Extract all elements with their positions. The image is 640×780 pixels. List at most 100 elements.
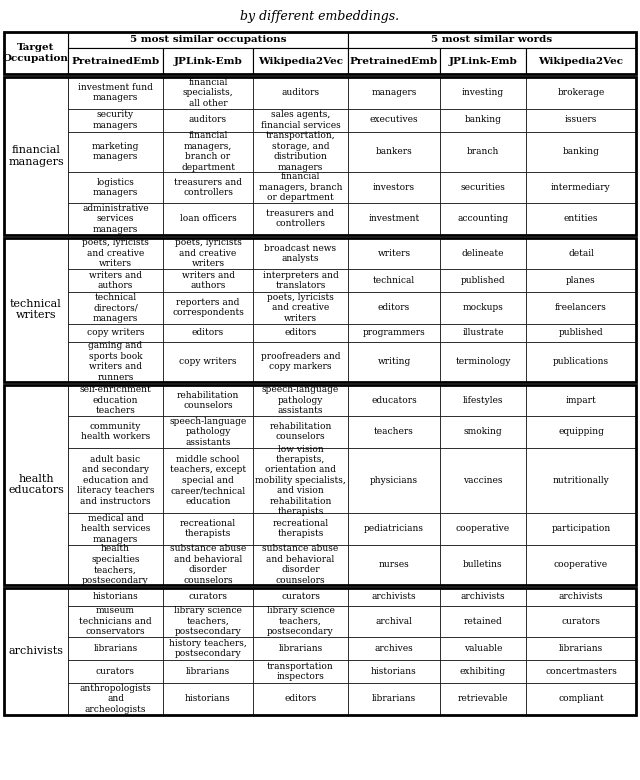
Text: archival: archival <box>376 617 412 626</box>
Text: middle school
teachers, except
special and
career/technical
education: middle school teachers, except special a… <box>170 455 246 505</box>
Bar <box>253 269 348 292</box>
Text: branch: branch <box>467 147 499 156</box>
Bar <box>440 237 526 269</box>
Bar <box>68 660 163 683</box>
Bar <box>163 385 253 416</box>
Text: financial
managers: financial managers <box>8 145 64 167</box>
Text: smoking: smoking <box>464 427 502 436</box>
Bar <box>348 48 440 74</box>
Text: terminology: terminology <box>455 357 511 366</box>
Text: curators: curators <box>189 592 227 601</box>
Bar <box>526 605 636 637</box>
Bar <box>440 108 526 132</box>
Text: Target
Occupation: Target Occupation <box>3 44 69 62</box>
Text: archivists: archivists <box>8 646 63 656</box>
Text: auditors: auditors <box>282 88 319 98</box>
Bar <box>526 637 636 660</box>
Bar <box>4 77 636 235</box>
Text: nurses: nurses <box>379 560 410 569</box>
Text: transportation,
storage, and
distribution
managers: transportation, storage, and distributio… <box>266 131 335 172</box>
Bar <box>163 172 253 203</box>
Text: editors: editors <box>284 694 317 704</box>
Bar <box>4 237 636 381</box>
Bar <box>253 544 348 584</box>
Text: treasurers and
controllers: treasurers and controllers <box>266 209 335 229</box>
Bar <box>253 448 348 513</box>
Text: historians: historians <box>371 667 417 676</box>
Text: speech-language
pathology
assistants: speech-language pathology assistants <box>262 385 339 415</box>
Text: librarians: librarians <box>278 644 323 653</box>
Text: exhibiting: exhibiting <box>460 667 506 676</box>
Bar <box>163 324 253 342</box>
Bar <box>253 416 348 448</box>
Bar <box>348 416 440 448</box>
Text: bankers: bankers <box>376 147 412 156</box>
Bar <box>526 172 636 203</box>
Text: equipping: equipping <box>558 427 604 436</box>
Bar <box>526 132 636 172</box>
Text: substance abuse
and behavioral
disorder
counselors: substance abuse and behavioral disorder … <box>170 544 246 584</box>
Bar <box>163 342 253 381</box>
Text: publications: publications <box>553 357 609 366</box>
Text: investing: investing <box>462 88 504 98</box>
Bar <box>348 448 440 513</box>
Bar <box>68 203 163 235</box>
Bar <box>68 385 163 416</box>
Bar <box>440 342 526 381</box>
Text: brokerage: brokerage <box>557 88 605 98</box>
Text: compliant: compliant <box>558 694 604 704</box>
Text: librarians: librarians <box>93 644 138 653</box>
Bar <box>253 637 348 660</box>
Bar <box>253 172 348 203</box>
Text: cooperative: cooperative <box>456 524 510 534</box>
Bar <box>253 48 348 74</box>
Bar <box>68 108 163 132</box>
Text: banking: banking <box>465 115 501 125</box>
Text: historians: historians <box>185 694 231 704</box>
Bar <box>253 324 348 342</box>
Text: intermediary: intermediary <box>551 183 611 192</box>
Text: marketing
managers: marketing managers <box>92 142 139 161</box>
Text: PretrainedEmb: PretrainedEmb <box>72 56 159 66</box>
Bar <box>526 48 636 74</box>
Text: editors: editors <box>284 328 317 337</box>
Text: illustrate: illustrate <box>462 328 504 337</box>
Bar <box>440 172 526 203</box>
Text: entities: entities <box>564 215 598 223</box>
Bar <box>440 544 526 584</box>
Bar <box>68 342 163 381</box>
Text: technical: technical <box>373 276 415 285</box>
Text: published: published <box>559 328 604 337</box>
Text: pediatricians: pediatricians <box>364 524 424 534</box>
Text: poets, lyricists
and creative
writers: poets, lyricists and creative writers <box>175 239 241 268</box>
Bar <box>526 513 636 544</box>
Text: curators: curators <box>561 617 600 626</box>
Bar <box>348 237 440 269</box>
Text: retained: retained <box>463 617 502 626</box>
Text: Wikipedia2Vec: Wikipedia2Vec <box>258 56 343 66</box>
Text: historians: historians <box>93 592 138 601</box>
Bar <box>68 237 163 269</box>
Bar <box>163 544 253 584</box>
Bar <box>163 587 253 605</box>
Bar <box>348 587 440 605</box>
Text: 5 most similar words: 5 most similar words <box>431 36 552 44</box>
Text: financial
managers,
branch or
department: financial managers, branch or department <box>181 131 235 172</box>
Bar <box>526 660 636 683</box>
Text: library science
teachers,
postsecondary: library science teachers, postsecondary <box>174 606 242 636</box>
Bar <box>526 342 636 381</box>
Text: writers: writers <box>378 249 411 257</box>
Text: cooperative: cooperative <box>554 560 608 569</box>
Bar <box>163 203 253 235</box>
Text: freelancers: freelancers <box>555 303 607 312</box>
Bar <box>163 292 253 324</box>
Bar <box>68 587 163 605</box>
Bar <box>253 77 348 108</box>
Bar <box>348 132 440 172</box>
Bar <box>348 32 636 48</box>
Bar <box>163 637 253 660</box>
Bar <box>68 48 163 74</box>
Bar <box>163 237 253 269</box>
Text: speech-language
pathology
assistants: speech-language pathology assistants <box>170 417 246 447</box>
Text: educators: educators <box>371 395 417 405</box>
